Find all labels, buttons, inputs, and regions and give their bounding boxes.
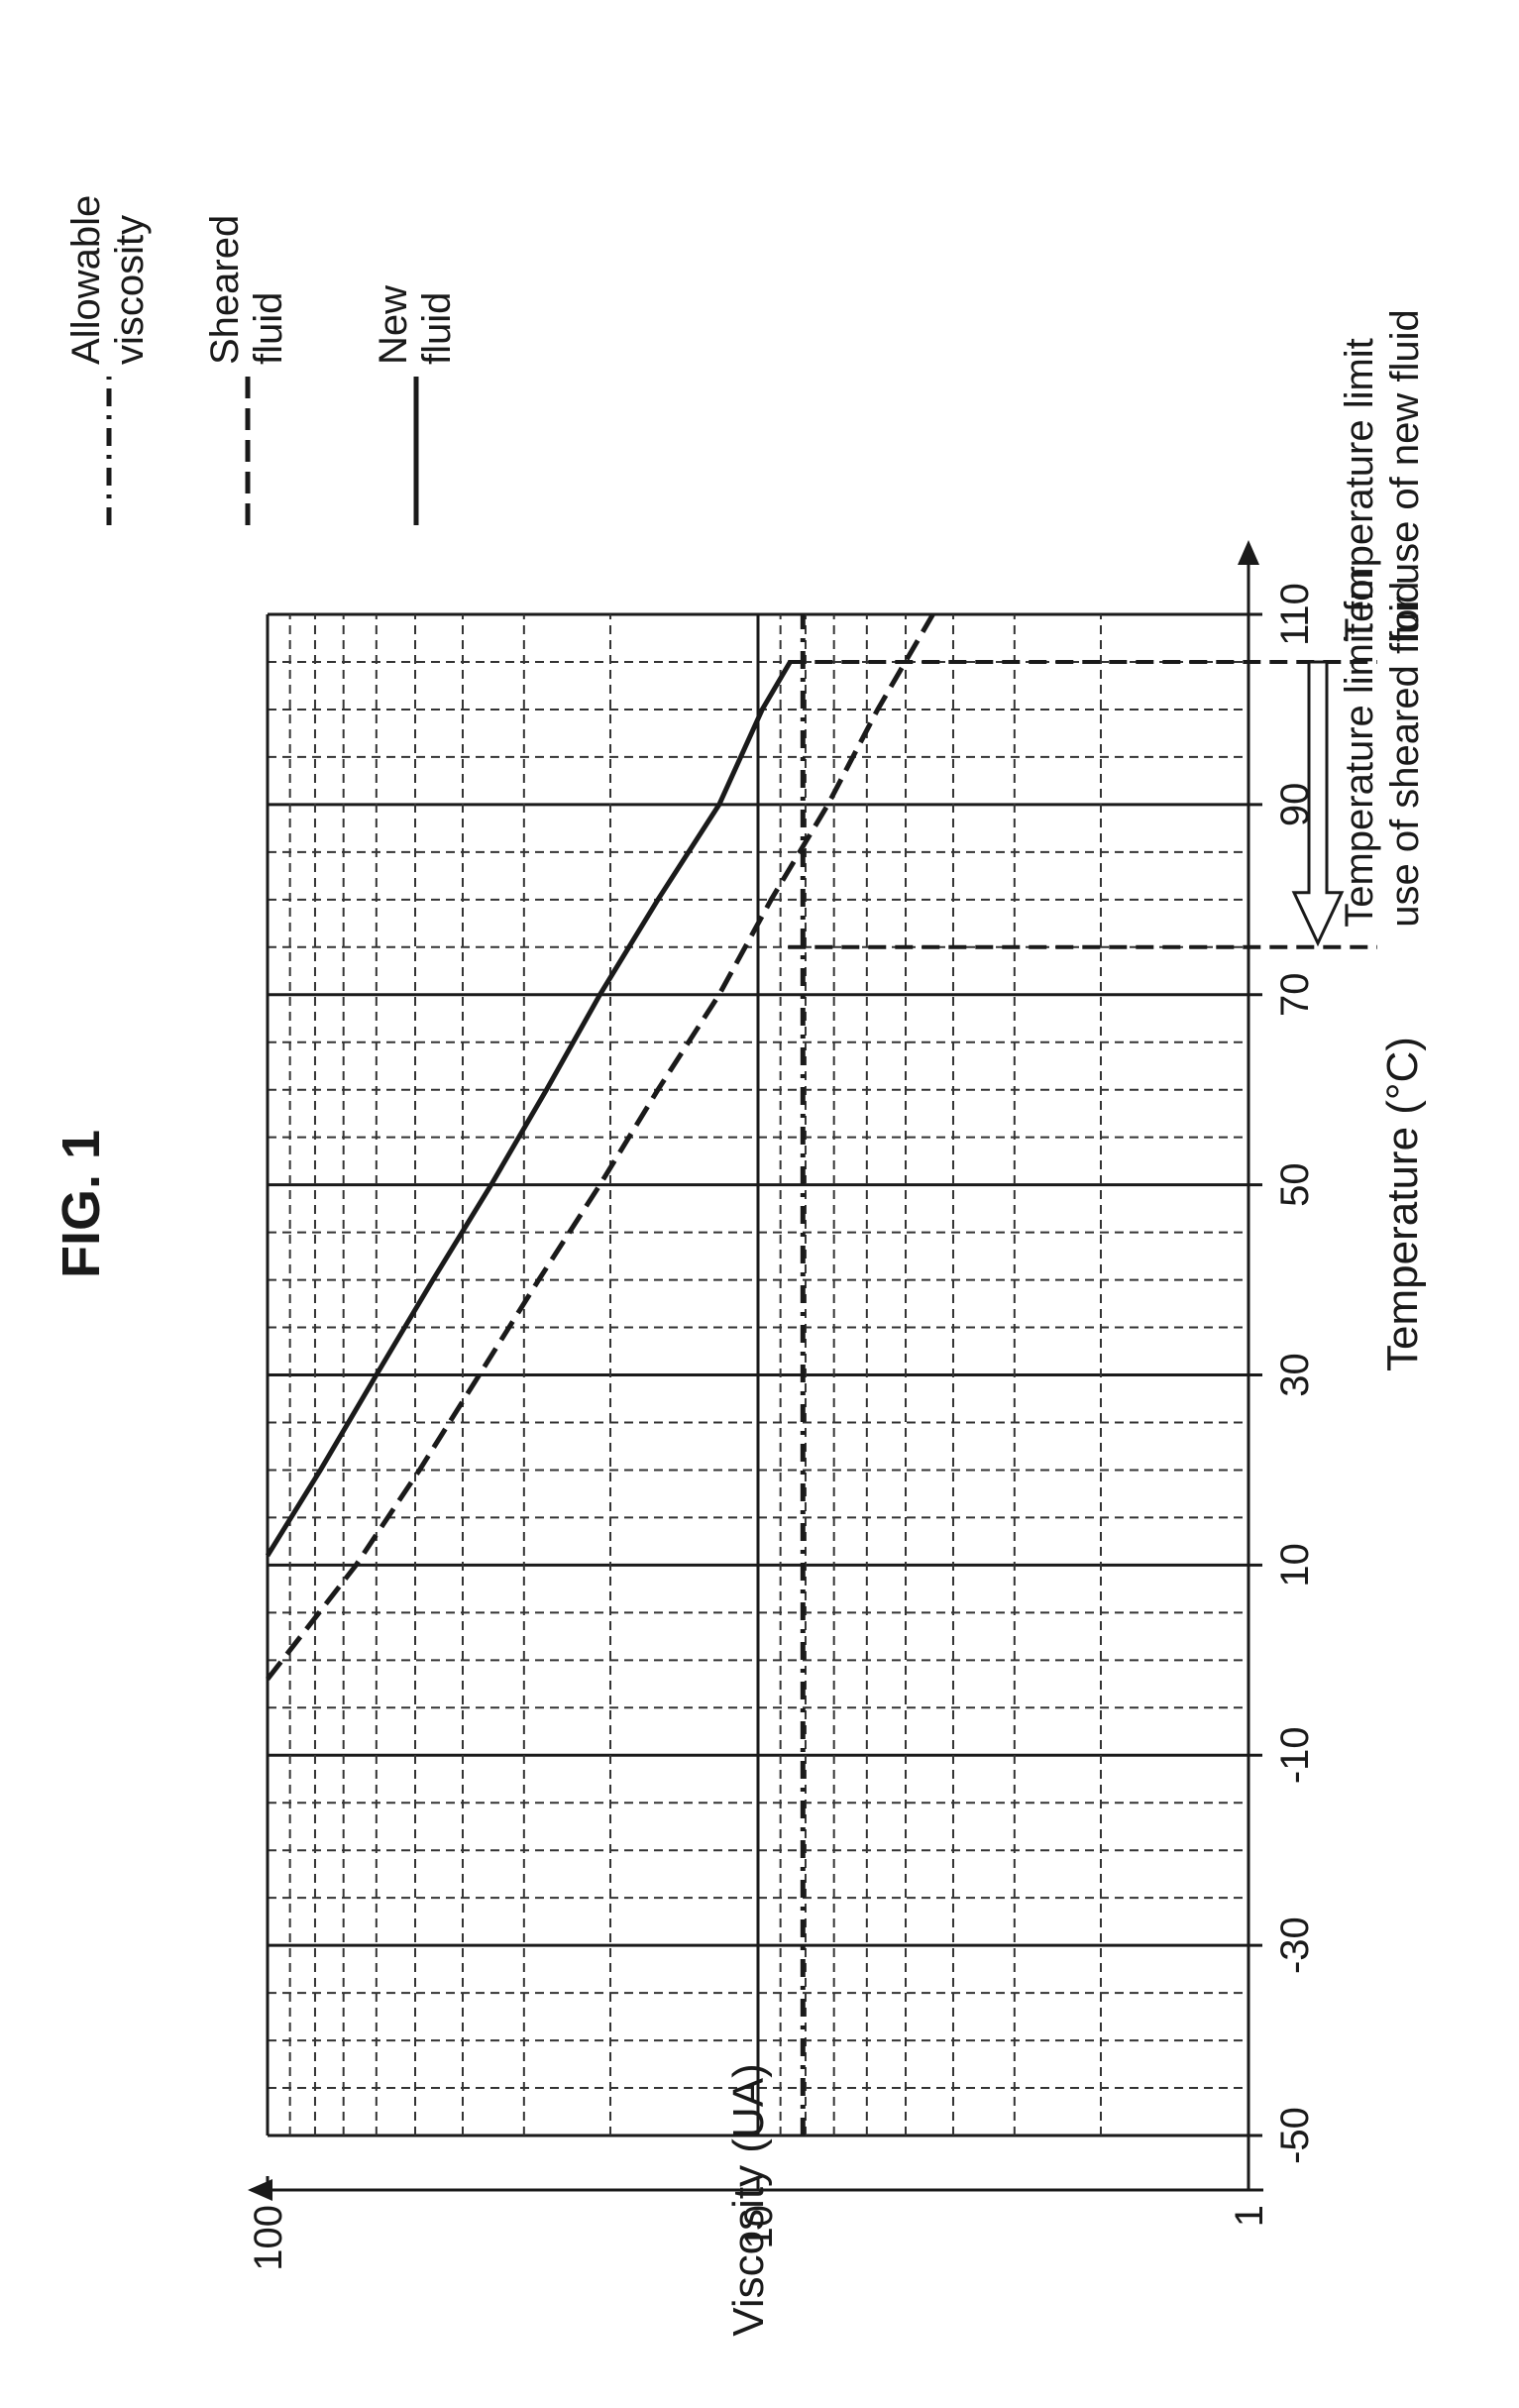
x-tick-label: 70 [1273, 973, 1317, 1018]
chart-ticks: -50-30-101030507090110110100 [247, 583, 1317, 2271]
x-axis-title: Temperature (°C) [1378, 1037, 1427, 1371]
x-tick-label: -50 [1273, 2107, 1317, 2164]
allowable-viscosity-legend-label: Allowableviscosity [64, 195, 152, 365]
figure-title: FIG. 1 [52, 1130, 111, 1278]
y-axis-title: Viscosity (UA) [724, 2063, 773, 2336]
sheared-fluid-legend-label: Shearedfluid [203, 215, 290, 365]
x-tick-label: -30 [1273, 1916, 1317, 1974]
x-tick-label: 50 [1273, 1162, 1317, 1207]
x-axis-arrow [1238, 540, 1259, 565]
chart-annotations: Temperature limit foruse of sheared flui… [1338, 309, 1427, 928]
x-tick-label: -10 [1273, 1726, 1317, 1784]
new-limit-label: Temperature limitfor use of new fluid [1338, 309, 1427, 642]
chart-axes [248, 540, 1263, 2201]
chart-grid [268, 614, 1248, 2135]
y-tick-label: 1 [1228, 2205, 1271, 2227]
legend-label-line: fluid [247, 292, 290, 365]
legend-label-line: Allowable [64, 195, 108, 365]
note-label-line: Temperature limit [1338, 338, 1381, 642]
legend-label-line: viscosity [108, 215, 152, 365]
y-tick-label: 100 [247, 2205, 290, 2271]
x-tick-label: 110 [1273, 583, 1317, 646]
note-label-line: for use of new fluid [1383, 309, 1427, 642]
chart-legend: NewfluidShearedfluidAllowableviscosity [64, 195, 459, 525]
legend-label-line: fluid [415, 292, 459, 365]
x-tick-label: 30 [1273, 1353, 1317, 1397]
x-tick-label: 10 [1273, 1543, 1317, 1587]
legend-label-line: Sheared [203, 215, 247, 365]
new-fluid-legend-label: Newfluid [372, 285, 459, 365]
legend-label-line: New [372, 285, 415, 365]
